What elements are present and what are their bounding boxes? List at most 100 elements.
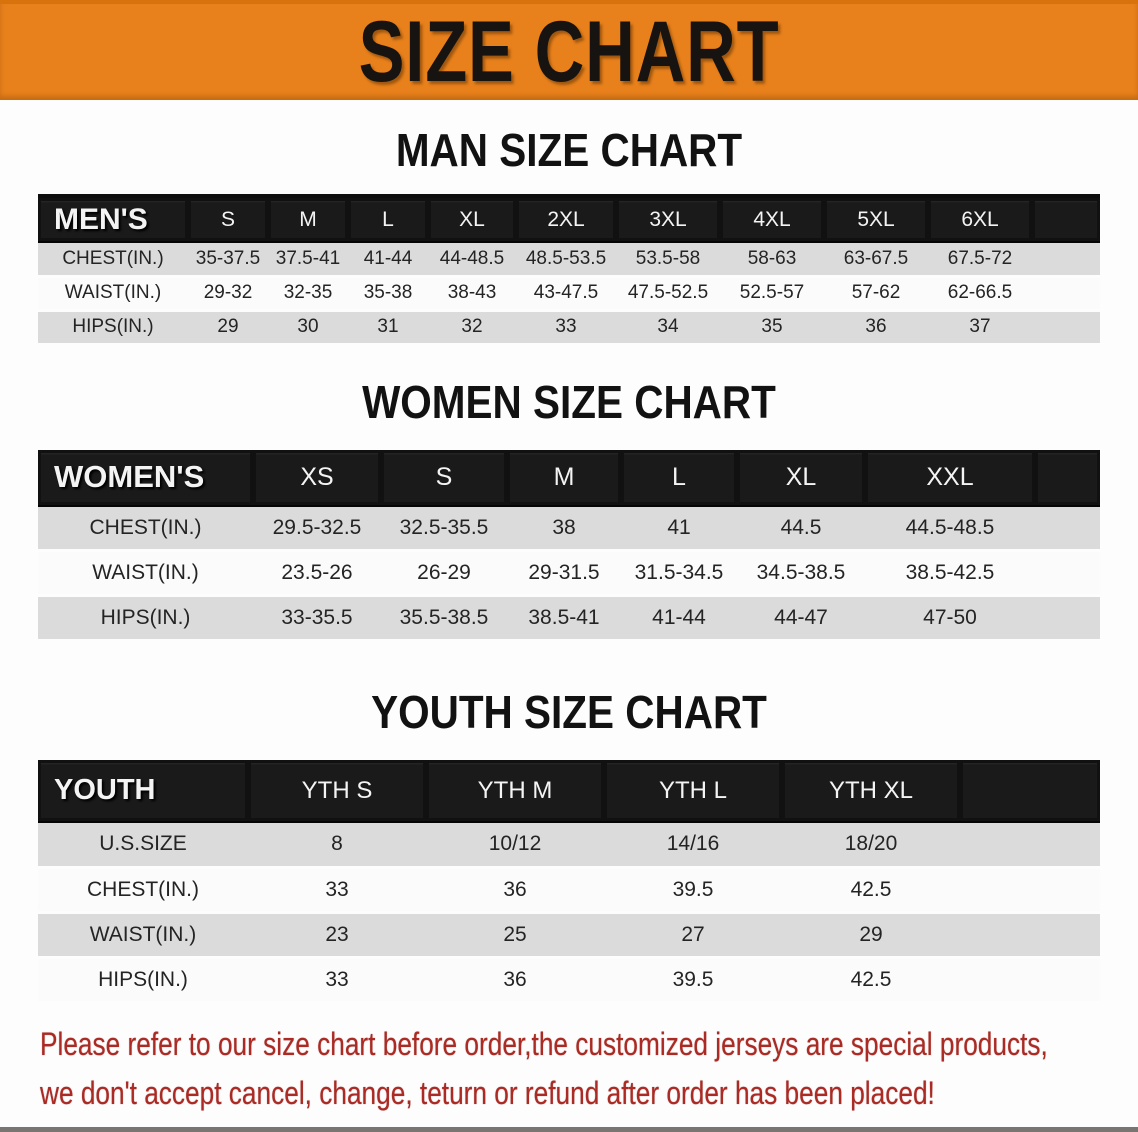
size-column-header: XL (428, 196, 516, 243)
row-filler-cell (1032, 276, 1100, 310)
row-label-cell: CHEST(IN.) (38, 505, 253, 551)
men-section-heading: MAN SIZE CHART (395, 124, 743, 176)
size-value-cell: 53.5-58 (616, 242, 720, 276)
size-value-cell: 33 (516, 310, 616, 344)
size-value-cell: 35-38 (348, 276, 428, 310)
table-group-label: YOUTH (38, 760, 248, 823)
table-row: HIPS(IN.) 29 30 31 32 33 34 35 36 37 (38, 310, 1100, 344)
size-value-cell: 44.5-48.5 (865, 505, 1035, 551)
size-column-header: 4XL (720, 196, 824, 243)
row-filler-cell (960, 867, 1100, 912)
size-value-cell: 38 (507, 505, 621, 551)
row-label-cell: HIPS(IN.) (38, 595, 253, 641)
size-value-cell: 38.5-41 (507, 595, 621, 641)
size-value-cell: 31 (348, 310, 428, 344)
table-row: WAIST(IN.) 23 25 27 29 (38, 912, 1100, 957)
size-value-cell: 57-62 (824, 276, 928, 310)
size-value-cell: 32.5-35.5 (381, 505, 507, 551)
table-row: WAIST(IN.) 23.5-26 26-29 29-31.5 31.5-34.5 34… (38, 550, 1100, 596)
size-column-header: XS (253, 449, 381, 507)
table-group-label: WOMEN'S (38, 449, 253, 507)
size-value-cell: 41-44 (348, 242, 428, 276)
size-column-header: 2XL (516, 196, 616, 243)
size-value-cell: 35-37.5 (188, 242, 268, 276)
row-label-cell: WAIST(IN.) (38, 550, 253, 596)
size-value-cell: 18/20 (782, 822, 960, 867)
youth-size-section: YOUTH SIZE CHART YOUTH YTH S YTH M YTH L YTH… (0, 686, 1138, 1004)
size-value-cell: 25 (426, 912, 604, 957)
size-value-cell: 29-32 (188, 276, 268, 310)
row-filler-cell (1035, 550, 1100, 596)
size-value-cell: 33-35.5 (253, 595, 381, 641)
youth-size-table: YOUTH YTH S YTH M YTH L YTH XL U.S.SIZE 8 10/12… (38, 760, 1100, 1004)
size-value-cell: 62-66.5 (928, 276, 1032, 310)
size-value-cell: 14/16 (604, 822, 782, 867)
size-column-header: L (348, 196, 428, 243)
table-row: CHEST(IN.) 33 36 39.5 42.5 (38, 867, 1100, 912)
size-column-header: 6XL (928, 196, 1032, 243)
size-value-cell: 63-67.5 (824, 242, 928, 276)
size-value-cell: 29 (188, 310, 268, 344)
size-value-cell: 39.5 (604, 867, 782, 912)
size-value-cell: 43-47.5 (516, 276, 616, 310)
size-value-cell: 32-35 (268, 276, 348, 310)
row-label-cell: WAIST(IN.) (38, 912, 248, 957)
size-value-cell: 36 (426, 867, 604, 912)
size-column-header: XL (737, 449, 865, 507)
size-value-cell: 10/12 (426, 822, 604, 867)
row-filler-cell (1035, 595, 1100, 641)
size-value-cell: 35 (720, 310, 824, 344)
men-size-table: MEN'S S M L XL 2XL 3XL 4XL 5XL 6XL CHEST(IN.) 35-37… (38, 194, 1100, 346)
size-column-header: L (621, 449, 737, 507)
size-value-cell: 30 (268, 310, 348, 344)
size-value-cell: 42.5 (782, 867, 960, 912)
youth-section-heading: YOUTH SIZE CHART (371, 686, 767, 738)
header-filler-cell (1032, 196, 1100, 243)
row-label-cell: CHEST(IN.) (38, 867, 248, 912)
size-value-cell: 67.5-72 (928, 242, 1032, 276)
table-row: U.S.SIZE 8 10/12 14/16 18/20 (38, 822, 1100, 867)
size-column-header: YTH XL (782, 760, 960, 823)
size-column-header: YTH M (426, 760, 604, 823)
size-value-cell: 26-29 (381, 550, 507, 596)
size-column-header: XXL (865, 449, 1035, 507)
table-group-label: MEN'S (38, 196, 188, 243)
size-value-cell: 42.5 (782, 957, 960, 1002)
size-value-cell: 47-50 (865, 595, 1035, 641)
size-column-header: YTH S (248, 760, 426, 823)
size-value-cell: 31.5-34.5 (621, 550, 737, 596)
men-size-section: MAN SIZE CHART MEN'S S M L XL 2XL 3XL 4XL 5XL 6XL… (0, 124, 1138, 346)
size-value-cell: 33 (248, 957, 426, 1002)
size-value-cell: 29 (782, 912, 960, 957)
size-value-cell: 8 (248, 822, 426, 867)
row-filler-cell (1032, 310, 1100, 344)
row-filler-cell (1032, 242, 1100, 276)
size-value-cell: 29-31.5 (507, 550, 621, 596)
table-row: CHEST(IN.) 29.5-32.5 32.5-35.5 38 41 44.5 44.5… (38, 505, 1100, 551)
row-label-cell: CHEST(IN.) (38, 242, 188, 276)
size-column-header: M (507, 449, 621, 507)
header-filler-cell (1035, 449, 1100, 507)
disclaimer-line-1: Please refer to our size chart before or… (40, 1025, 1048, 1062)
women-size-table: WOMEN'S XS S M L XL XXL CHEST(IN.) 29.5-32.5 32.5… (38, 449, 1100, 643)
size-column-header: S (188, 196, 268, 243)
row-filler-cell (960, 957, 1100, 1002)
size-value-cell: 34 (616, 310, 720, 344)
table-header-row: MEN'S S M L XL 2XL 3XL 4XL 5XL 6XL (38, 196, 1100, 243)
size-value-cell: 29.5-32.5 (253, 505, 381, 551)
row-label-cell: U.S.SIZE (38, 822, 248, 867)
disclaimer-text: Please refer to our size chart before or… (40, 1020, 1138, 1118)
size-value-cell: 27 (604, 912, 782, 957)
size-value-cell: 41-44 (621, 595, 737, 641)
row-filler-cell (960, 822, 1100, 867)
size-value-cell: 36 (824, 310, 928, 344)
size-column-header: 3XL (616, 196, 720, 243)
women-size-section: WOMEN SIZE CHART WOMEN'S XS S M L XL XXL CHEST(… (0, 376, 1138, 643)
row-label-cell: HIPS(IN.) (38, 957, 248, 1002)
row-label-cell: HIPS(IN.) (38, 310, 188, 344)
size-value-cell: 44.5 (737, 505, 865, 551)
size-value-cell: 47.5-52.5 (616, 276, 720, 310)
row-label-cell: WAIST(IN.) (38, 276, 188, 310)
page-title: SIZE CHART (358, 3, 780, 100)
